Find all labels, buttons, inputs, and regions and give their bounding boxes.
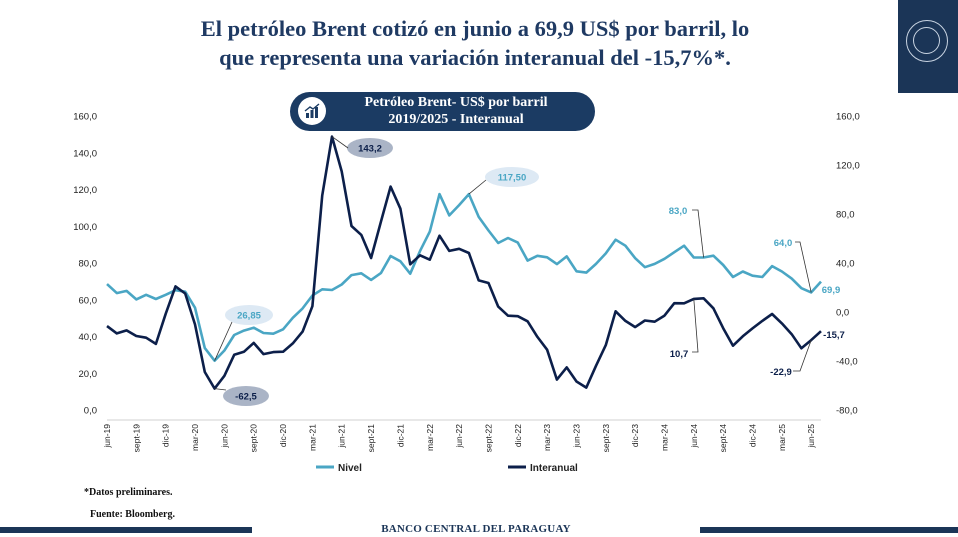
preliminary-note: *Datos preliminares. xyxy=(84,487,173,498)
leader-line xyxy=(214,321,233,361)
y-right-tick-label: -40,0 xyxy=(836,357,858,368)
x-tick-label: mar-24 xyxy=(660,424,670,451)
x-tick-label: mar-25 xyxy=(777,424,787,451)
y-right-tick-label: 160,0 xyxy=(836,112,860,123)
data-label: 10,7 xyxy=(670,349,689,360)
x-tick-label: jun-19 xyxy=(102,424,112,449)
data-label-bubble xyxy=(223,386,269,406)
x-tick-label: sept-20 xyxy=(249,424,259,453)
data-label: 69,9 xyxy=(822,285,841,296)
y-right-tick-label: 80,0 xyxy=(836,210,855,221)
data-label: 117,50 xyxy=(498,173,527,184)
x-tick-label: mar-22 xyxy=(425,424,435,451)
headline-line-2: que representa una variación interanual … xyxy=(219,45,731,70)
x-tick-label: dic-22 xyxy=(513,424,523,447)
y-left-tick-label: 0,0 xyxy=(84,406,97,417)
headline-line-1: El petróleo Brent cotizó en junio a 69,9… xyxy=(200,16,750,41)
y-right-tick-label: -80,0 xyxy=(836,406,858,417)
y-right-tick-label: 40,0 xyxy=(836,259,855,270)
bar-chart-icon xyxy=(298,97,326,125)
legend-label-nivel: Nivel xyxy=(338,463,362,474)
x-tick-label: sept-19 xyxy=(131,424,141,453)
data-label-bubble xyxy=(485,167,539,187)
chart-title: Petróleo Brent- US$ por barril xyxy=(364,95,548,110)
data-label: -22,9 xyxy=(770,367,792,378)
x-tick-label: sept-23 xyxy=(601,424,611,453)
footer-institution: BANCO CENTRAL DEL PARAGUAY xyxy=(381,523,571,535)
y-left-tick-label: 40,0 xyxy=(79,332,98,343)
bank-logo xyxy=(898,0,958,93)
data-label-bubble xyxy=(347,138,393,158)
x-tick-label: dic-20 xyxy=(278,424,288,447)
y-left-tick-label: 160,0 xyxy=(73,112,97,123)
legend-label-interanual: Interanual xyxy=(530,463,578,474)
x-tick-label: sept-21 xyxy=(366,424,376,453)
footer-bar-right xyxy=(700,527,958,533)
leader-line xyxy=(214,388,227,391)
x-tick-label: mar-21 xyxy=(307,424,317,451)
x-tick-label: dic-23 xyxy=(630,424,640,447)
y-left-tick-label: 60,0 xyxy=(79,295,98,306)
data-label: 143,2 xyxy=(358,144,382,155)
x-tick-label: dic-24 xyxy=(748,424,758,447)
series-line-interanual xyxy=(106,135,822,390)
data-label: 64,0 xyxy=(774,238,793,249)
leader-line xyxy=(331,136,349,149)
x-tick-label: jun-21 xyxy=(337,424,347,449)
series-line-nivel xyxy=(106,192,822,363)
leader-line xyxy=(692,209,704,258)
x-tick-label: sept-22 xyxy=(483,424,493,453)
y-right-tick-label: 120,0 xyxy=(836,161,860,172)
data-label: 83,0 xyxy=(669,206,688,217)
leader-line xyxy=(692,298,699,353)
y-left-tick-label: 20,0 xyxy=(79,369,98,380)
y-left-tick-label: 100,0 xyxy=(73,222,97,233)
y-left-tick-label: 80,0 xyxy=(79,259,98,270)
x-tick-label: jun-25 xyxy=(806,424,816,449)
data-label: 26,85 xyxy=(237,311,261,322)
headline: El petróleo Brent cotizó en junio a 69,9… xyxy=(150,14,800,72)
y-right-tick-label: 0,0 xyxy=(836,308,849,319)
x-tick-label: jun-22 xyxy=(454,424,464,449)
data-label: -15,7 xyxy=(823,330,845,341)
x-tick-label: jun-20 xyxy=(219,424,229,449)
x-tick-label: dic-21 xyxy=(395,424,405,447)
x-tick-label: mar-23 xyxy=(542,424,552,451)
leader-line xyxy=(468,179,487,195)
source-note: Fuente: Bloomberg. xyxy=(90,509,175,520)
x-tick-label: jun-23 xyxy=(571,424,581,449)
data-label: -62,5 xyxy=(235,392,257,403)
y-left-tick-label: 140,0 xyxy=(73,148,97,159)
x-tick-label: jun-24 xyxy=(689,424,699,449)
footer-bar-left xyxy=(0,527,252,533)
leader-line xyxy=(793,339,812,372)
chart-title-pill: Petróleo Brent- US$ por barril 2019/2025… xyxy=(290,92,595,131)
leader-line xyxy=(795,241,812,293)
bcp-seal-icon xyxy=(906,20,948,62)
x-tick-label: sept-24 xyxy=(718,424,728,453)
x-tick-label: dic-19 xyxy=(161,424,171,447)
chart-subtitle: 2019/2025 - Interanual xyxy=(388,112,524,127)
y-left-tick-label: 120,0 xyxy=(73,185,97,196)
data-label-bubble xyxy=(225,305,273,325)
x-tick-label: mar-20 xyxy=(190,424,200,451)
